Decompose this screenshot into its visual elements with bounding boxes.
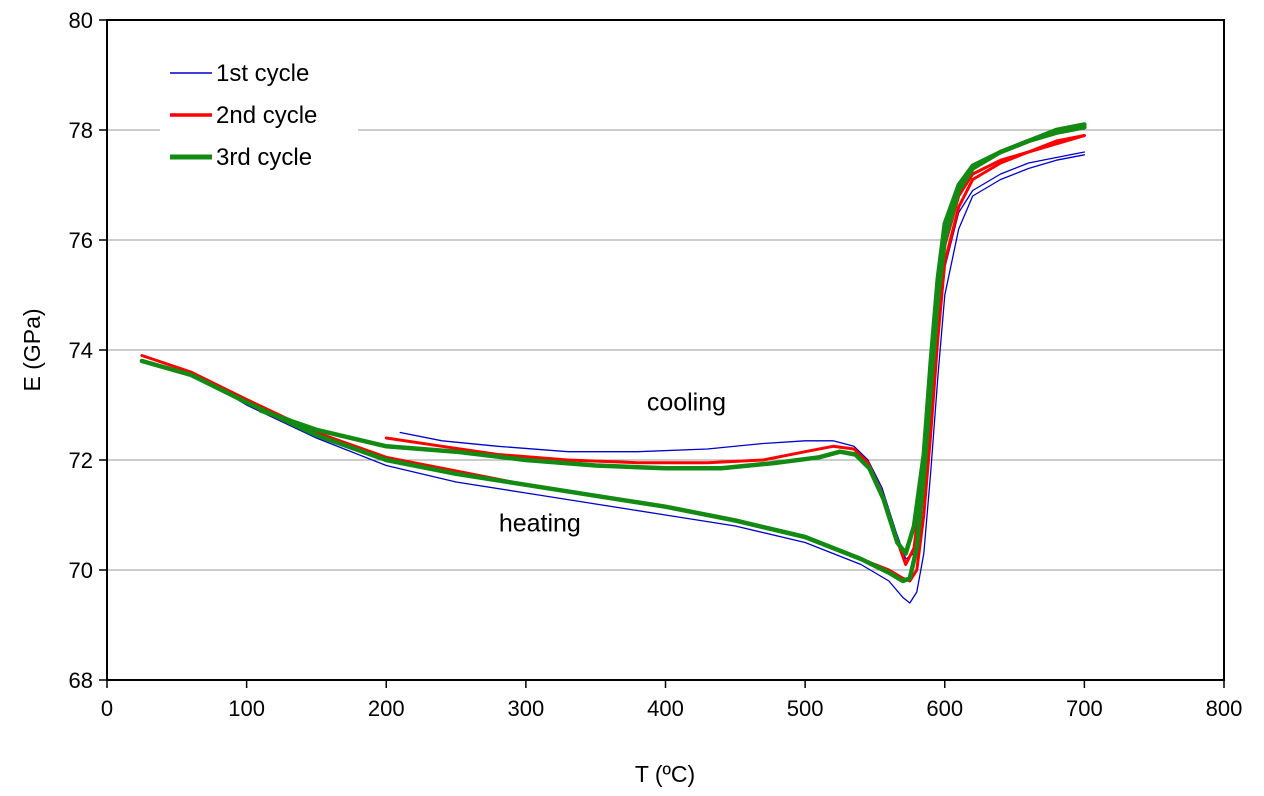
- x-tick-label: 0: [101, 696, 113, 721]
- y-tick-label: 70: [69, 558, 93, 583]
- x-tick-label: 400: [647, 696, 684, 721]
- y-tick-label: 76: [69, 228, 93, 253]
- legend: 1st cycle 2nd cycle 3rd cycle: [160, 52, 358, 172]
- legend-label-2nd-cycle: 2nd cycle: [216, 102, 317, 129]
- y-axis-title: E (GPa): [19, 308, 45, 391]
- y-tick-label: 78: [69, 118, 93, 143]
- annotation-heating: heating: [499, 510, 581, 538]
- ticks: 0 100 200 300 400 500 600 700 800 68 70 72 74 76 78 80: [69, 8, 1243, 721]
- x-tick-label: 200: [368, 696, 405, 721]
- x-tick-label: 600: [926, 696, 963, 721]
- x-tick-label: 500: [787, 696, 824, 721]
- legend-box: [160, 52, 358, 172]
- y-tick-label: 74: [69, 338, 93, 363]
- x-tick-label: 800: [1206, 696, 1243, 721]
- annotations: cooling heating: [499, 389, 726, 538]
- y-tick-label: 80: [69, 8, 93, 33]
- series-line-1-cooling: [399, 151, 1086, 560]
- annotation-cooling: cooling: [647, 389, 726, 417]
- legend-label-3rd-cycle: 3rd cycle: [216, 144, 312, 171]
- x-tick-label: 700: [1066, 696, 1103, 721]
- series-line-3-cooling: [258, 122, 1087, 556]
- series-line-2-heating: [140, 134, 1086, 583]
- y-tick-label: 72: [69, 448, 93, 473]
- y-tick-label: 68: [69, 668, 93, 693]
- x-tick-label: 300: [508, 696, 545, 721]
- legend-label-1st-cycle: 1st cycle: [216, 60, 309, 87]
- series-layer: [139, 122, 1087, 604]
- grid: [107, 129, 1224, 571]
- series-line-1-heating: [141, 154, 1086, 604]
- series-line-3-heating: [139, 125, 1087, 584]
- x-tick-label: 100: [228, 696, 265, 721]
- x-axis-title: T (ºC): [635, 761, 695, 787]
